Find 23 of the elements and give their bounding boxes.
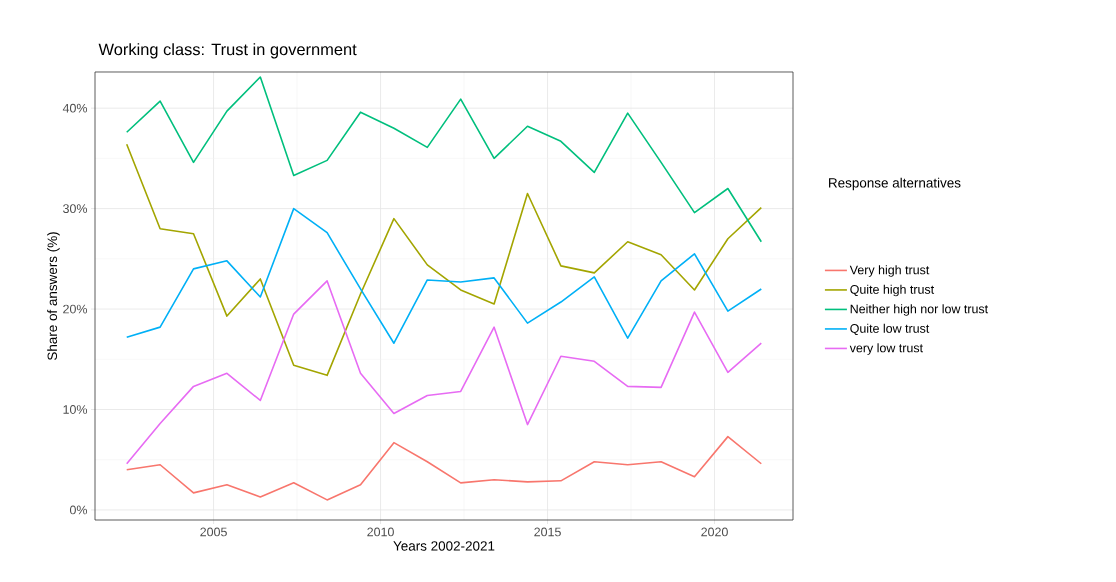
line-series [125, 435, 763, 501]
line-series [125, 76, 763, 243]
legend-label: very low trust [849, 343, 923, 355]
x-tick-label: 2010 [367, 527, 394, 537]
x-tick-label: 2020 [701, 527, 728, 537]
y-axis-title: Share of answers (%) [47, 232, 60, 361]
y-tick-label: 0% [69, 505, 88, 515]
chart-title: Working class: Trust in government [98, 43, 357, 59]
legend-title: Response alternatives [829, 177, 961, 191]
y-tick-label: 20% [63, 304, 88, 314]
line-series [125, 280, 763, 465]
x-tick-label: 2015 [534, 527, 561, 537]
x-tick-label: 2005 [200, 527, 227, 537]
x-axis-title: Years 2002-2021 [393, 541, 495, 551]
legend-label: Quite high trust [850, 284, 935, 297]
legend-label: Quite low trust [850, 323, 930, 336]
legend-label: Very high trust [849, 265, 930, 277]
legend-label: Neither high nor low trust [850, 304, 989, 316]
y-tick-label: 30% [63, 204, 88, 214]
line-series [125, 143, 763, 377]
y-tick-label: 40% [62, 103, 88, 113]
line-series [125, 207, 763, 345]
y-tick-label: 10% [63, 405, 88, 414]
